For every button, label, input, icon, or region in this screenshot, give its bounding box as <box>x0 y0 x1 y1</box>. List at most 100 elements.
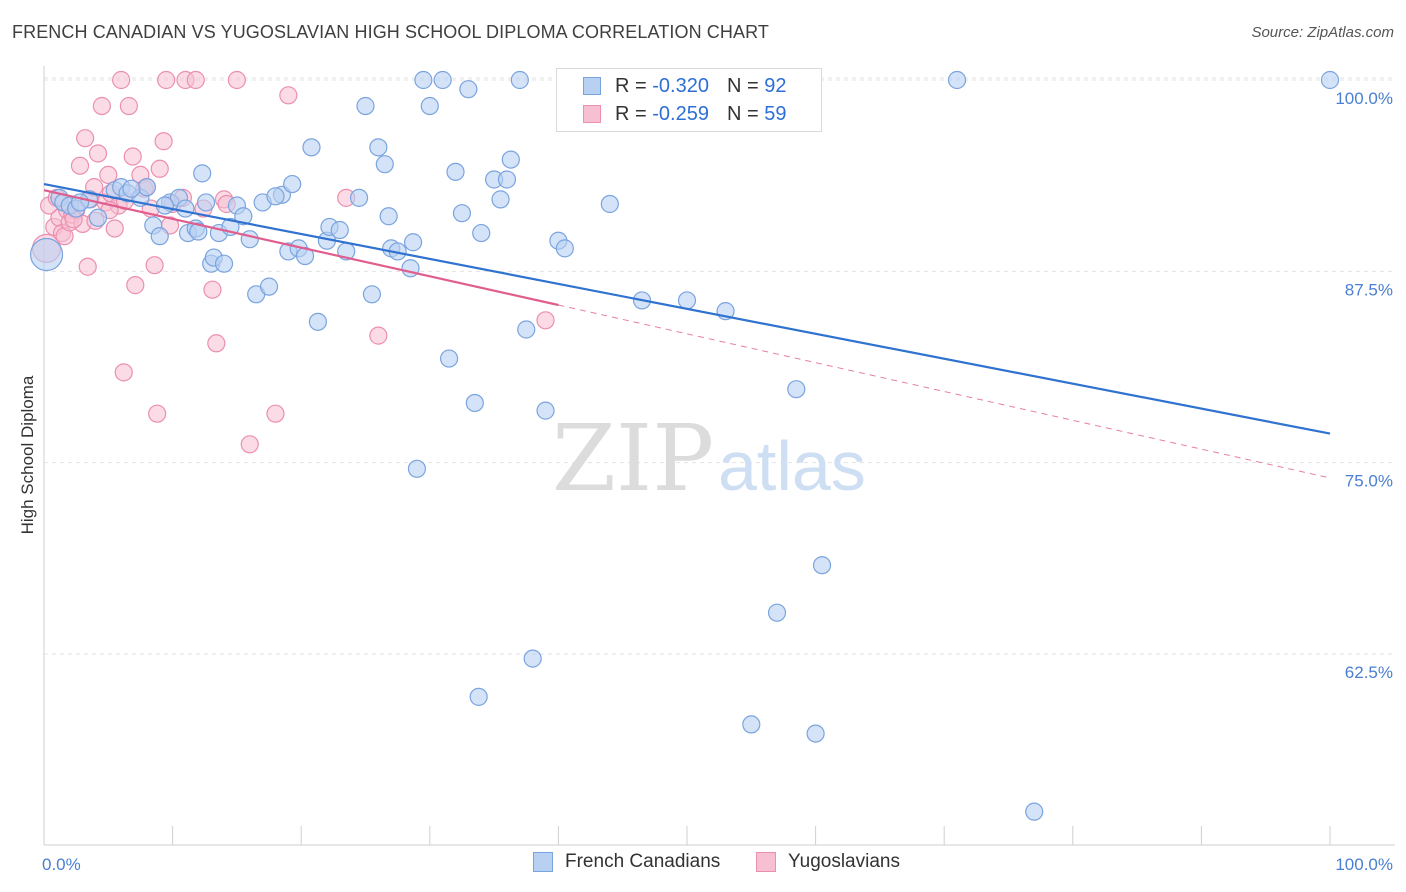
legend-r-label: R = <box>615 74 647 97</box>
french-canadians-point <box>806 724 825 743</box>
french-canadians-point <box>375 155 394 174</box>
grid-lines <box>44 77 1395 655</box>
french-canadians-point <box>812 556 832 575</box>
yugoslavians-point <box>114 363 133 382</box>
french-canadians-point <box>510 70 529 90</box>
trend-lines <box>43 183 1331 479</box>
watermark-zip: ZIP <box>552 405 714 512</box>
x-tick-labels: 0.0% 100.0% <box>42 855 1393 874</box>
french-canadians-point <box>330 220 349 240</box>
yugoslavians-point <box>148 404 167 423</box>
yugoslavians-point <box>105 219 124 238</box>
french-canadians-point <box>283 174 302 194</box>
yugoslavians-point <box>154 132 173 151</box>
source-label: Source: ZipAtlas.com <box>1251 24 1394 41</box>
chart-title: FRENCH CANADIAN VS YUGOSLAVIAN HIGH SCHO… <box>12 22 769 42</box>
french-canadians-point <box>536 401 555 420</box>
yugoslavians-point <box>78 257 97 276</box>
french-canadians-swatch <box>533 852 553 872</box>
legend-row-yugo: R = -0.259 N = 59 <box>583 101 786 127</box>
french-canadians-point <box>349 188 369 207</box>
french-canadians-point <box>214 254 234 273</box>
french-canadians-point <box>240 230 259 249</box>
french-canadians-label: French Canadians <box>565 851 721 872</box>
yugoslavians-point <box>92 96 111 116</box>
legend-n-label: N = <box>726 102 759 125</box>
y-tick-label: 87.5% <box>1345 280 1393 299</box>
yugoslavians-point <box>279 86 298 105</box>
french-canadians-points <box>29 70 1340 821</box>
french-canadians-point <box>491 190 510 209</box>
french-canadians-point <box>302 138 321 157</box>
yugoslavians-point <box>126 276 145 295</box>
french-canadians-point <box>407 459 427 478</box>
yugoslavians-point <box>70 156 90 175</box>
yugoslavians-point <box>119 96 138 116</box>
legend-n-value: 92 <box>764 74 787 97</box>
french-canadians-point <box>452 204 472 223</box>
yugoslavians-trend-line <box>43 189 559 307</box>
legend-item-yugoslavians[interactable]: Yugoslavians <box>756 851 900 873</box>
french-canadians-point <box>472 223 491 243</box>
y-tick-label: 100.0% <box>1335 89 1393 108</box>
yugoslavians-point <box>88 144 108 163</box>
legend-n-label: N = <box>726 74 759 97</box>
yugoslavians-point <box>207 334 226 353</box>
french-canadians-point <box>193 164 212 183</box>
yugoslavians-point <box>145 256 164 275</box>
french-canadians-point <box>403 233 423 252</box>
legend-r-value: -0.320 <box>652 74 709 97</box>
french-canadians-point <box>88 208 108 227</box>
y-tick-labels: 62.5% 75.0% 87.5% 100.0% <box>1335 89 1393 682</box>
yugoslavians-point <box>150 159 169 178</box>
yugoslavians-point <box>123 147 142 166</box>
french-canadians-point <box>379 207 398 226</box>
french-canadians-point <box>29 237 64 272</box>
french-canadians-point <box>433 70 452 90</box>
legend-r-label: R = <box>615 102 647 125</box>
yugoslavians-point <box>266 404 285 423</box>
french-canadians-point <box>469 687 488 706</box>
french-canadians-point <box>122 179 141 198</box>
french-canadians-point <box>259 277 279 296</box>
legend-n-value: 59 <box>764 102 787 125</box>
french-canadians-point <box>947 70 967 90</box>
french-canadians-point <box>465 393 484 413</box>
french-canadians-point <box>150 227 169 246</box>
axes <box>43 66 1395 846</box>
french-canadians-point <box>501 150 520 169</box>
french-canadians-point <box>439 349 459 368</box>
legend-item-french-canadians[interactable]: French Canadians <box>533 851 720 873</box>
legend-swatch-pink <box>583 105 601 123</box>
french-canadians-point <box>459 80 478 99</box>
yugoslavians-point <box>240 435 259 454</box>
french-canadians-point <box>517 320 536 339</box>
french-canadians-point <box>189 222 208 241</box>
y-tick-label: 75.0% <box>1345 472 1393 491</box>
french-canadians-point <box>234 207 253 226</box>
french-canadians-point <box>600 194 619 214</box>
french-canadians-trend-line <box>43 183 1331 435</box>
french-canadians-point <box>176 199 195 218</box>
x-tick-label-max: 100.0% <box>1335 855 1393 874</box>
yugoslavians-point <box>227 70 246 90</box>
french-canadians-point <box>308 312 328 331</box>
french-canadians-point <box>446 162 465 181</box>
french-canadians-point <box>497 170 517 189</box>
watermark-atlas: atlas <box>718 427 866 505</box>
yugoslavians-point <box>112 70 131 90</box>
y-tick-label: 62.5% <box>1345 663 1393 682</box>
french-canadians-point <box>196 193 216 212</box>
yugoslavians-point <box>157 70 176 90</box>
legend-swatch-blue <box>583 77 601 95</box>
yugoslavians-point <box>536 311 555 330</box>
french-canadians-point <box>356 96 375 116</box>
french-canadians-point <box>137 178 156 197</box>
french-canadians-point <box>414 70 433 90</box>
x-tick-label-min: 0.0% <box>42 855 81 874</box>
french-canadians-point <box>767 603 787 622</box>
french-canadians-point <box>420 96 439 116</box>
yugoslavians-point <box>99 165 118 185</box>
french-canadians-point <box>523 649 542 668</box>
